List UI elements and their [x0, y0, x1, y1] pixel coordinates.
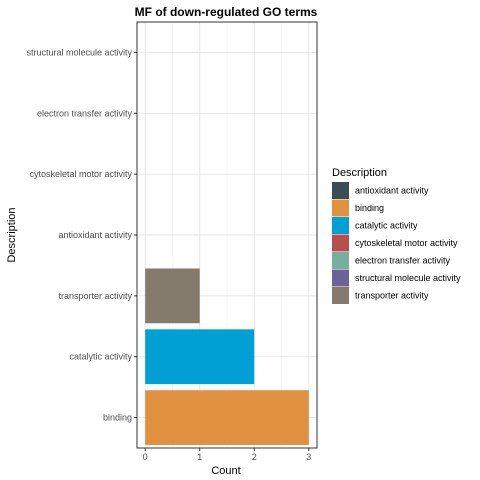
x-tick-label: 0 — [143, 452, 148, 462]
y-tick-label: antioxidant activity — [58, 230, 132, 240]
bar-binding — [145, 390, 309, 445]
legend-label: binding — [355, 203, 384, 213]
x-tick-label: 3 — [306, 452, 311, 462]
legend-label: catalytic activity — [355, 221, 418, 231]
y-axis-title: Description — [6, 207, 18, 262]
x-axis-title: Count — [211, 465, 240, 477]
legend: Description antioxidant activity binding c… — [332, 167, 461, 304]
y-tick-label: electron transfer activity — [37, 108, 133, 118]
legend-label: antioxidant activity — [355, 186, 429, 196]
chart-title: MF of down-regulated GO terms — [135, 5, 318, 19]
legend-key — [332, 287, 349, 304]
x-tick-label: 1 — [197, 452, 202, 462]
legend-key — [332, 234, 349, 252]
y-tick-label: transporter activity — [58, 291, 132, 301]
legend-key — [332, 269, 349, 287]
y-axis: binding catalytic activity transporter act… — [26, 47, 137, 423]
legend-key — [332, 217, 349, 234]
x-tick-label: 2 — [252, 452, 257, 462]
legend-label: electron transfer activity — [355, 256, 451, 266]
legend-label: structural molecule activity — [355, 273, 461, 283]
x-axis: 0 1 2 3 — [143, 448, 311, 462]
legend-key — [332, 182, 349, 199]
legend-key — [332, 199, 349, 217]
legend-title: Description — [332, 167, 387, 179]
y-tick-label: structural molecule activity — [26, 47, 132, 57]
y-tick-label: catalytic activity — [69, 352, 132, 362]
bars — [145, 268, 309, 445]
legend-label: cytoskeletal motor activity — [355, 238, 458, 248]
legend-label: transporter activity — [355, 291, 429, 301]
bar-catalytic-activity — [145, 329, 255, 385]
bar-transporter-activity — [145, 268, 200, 324]
y-tick-label: cytoskeletal motor activity — [29, 169, 132, 179]
legend-key — [332, 252, 349, 269]
y-tick-label: binding — [103, 413, 132, 423]
